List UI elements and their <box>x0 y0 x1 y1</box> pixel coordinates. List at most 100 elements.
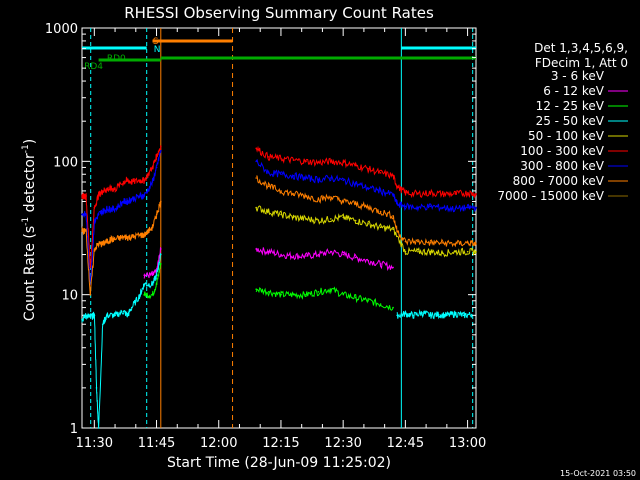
series-point-7 <box>417 240 419 243</box>
series-point-1 <box>255 248 257 250</box>
series-point-1 <box>367 259 369 262</box>
series-point-4 <box>267 210 270 213</box>
series-point-5 <box>101 190 104 192</box>
series-point-3 <box>126 314 129 317</box>
series-line-4 <box>255 205 477 258</box>
series-point-6 <box>93 221 96 223</box>
plot-frame <box>81 27 477 429</box>
series-point-5 <box>85 195 87 197</box>
series-point-6 <box>85 213 87 216</box>
series-point-6 <box>139 195 141 197</box>
series-point-6 <box>330 177 332 179</box>
series-point-2 <box>367 299 369 302</box>
series-point-5 <box>110 188 112 190</box>
series-point-3 <box>101 323 104 326</box>
series-point-6 <box>122 200 125 203</box>
chart-title: RHESSI Observing Summary Count Rates <box>124 4 434 22</box>
series-point-6 <box>354 182 357 185</box>
series-point-7 <box>93 248 96 250</box>
series-point-3 <box>81 318 83 321</box>
series-point-2 <box>354 296 357 299</box>
series-point-6 <box>367 187 369 189</box>
series-point-2 <box>255 288 257 290</box>
series-point-7 <box>404 240 407 243</box>
series-point-6 <box>392 194 394 196</box>
series-point-4 <box>454 250 457 253</box>
series-2 <box>143 262 394 311</box>
series-point-4 <box>255 206 257 209</box>
series-point-7 <box>305 195 307 197</box>
series-point-6 <box>155 166 158 169</box>
series-point-3 <box>122 310 125 313</box>
series-point-2 <box>151 293 154 296</box>
series-point-7 <box>466 241 469 244</box>
series-point-4 <box>404 250 407 253</box>
series-point-6 <box>267 172 270 174</box>
series-point-2 <box>292 293 295 296</box>
series-point-4 <box>280 213 282 216</box>
series-point-0 <box>330 272 332 274</box>
series-point-6 <box>442 206 444 209</box>
series-point-6 <box>342 179 345 182</box>
series-point-5 <box>404 192 407 194</box>
footer-timestamp: 15-Oct-2021 03:50 <box>560 469 636 478</box>
series-point-5 <box>292 159 295 161</box>
series-point-7 <box>151 226 154 229</box>
series-point-7 <box>85 230 87 232</box>
series-point-5 <box>155 155 158 157</box>
y-tick-label-2: 100 <box>53 155 78 170</box>
x-tick-label-1: 11:45 <box>138 436 175 451</box>
series-line-2 <box>255 286 394 311</box>
series-point-7 <box>97 243 100 245</box>
y-tick-label-1: 10 <box>61 289 78 304</box>
y-tick-label-0: 1 <box>70 422 78 437</box>
series-point-1 <box>143 274 146 276</box>
series-point-2 <box>267 291 270 293</box>
series-point-7 <box>442 241 444 244</box>
series-line-1 <box>255 247 394 272</box>
series-point-3 <box>143 283 146 285</box>
legend-label-5: 100 - 300 keV <box>520 144 604 158</box>
series-point-7 <box>155 213 158 216</box>
series-point-3 <box>151 283 154 285</box>
series-point-3 <box>93 314 96 317</box>
series-point-4 <box>379 226 382 229</box>
series-point-3 <box>85 314 87 317</box>
series-point-0 <box>280 263 282 265</box>
series-point-4 <box>305 218 307 220</box>
y-tick-label-3: 1000 <box>45 22 78 37</box>
series-line-6 <box>255 158 477 213</box>
series-point-7 <box>126 236 129 238</box>
series-point-2 <box>280 293 282 296</box>
series-point-5 <box>442 193 444 195</box>
series-point-5 <box>342 161 345 164</box>
series-point-5 <box>317 161 320 164</box>
series-point-3 <box>446 314 448 317</box>
series-point-3 <box>454 312 457 315</box>
series-point-3 <box>471 313 473 316</box>
series-5 <box>81 145 477 269</box>
series-point-3 <box>396 314 399 317</box>
series-point-5 <box>267 156 270 158</box>
legend-label-1: 6 - 12 keV <box>543 84 605 98</box>
series-point-4 <box>330 218 332 220</box>
legend-header-0: Det 1,3,4,5,6,9, <box>534 41 628 55</box>
series-point-6 <box>429 205 432 208</box>
series-point-2 <box>330 288 332 290</box>
series-point-1 <box>342 253 345 256</box>
annotation-s: S <box>153 37 159 47</box>
series-point-7 <box>130 236 133 238</box>
series-point-6 <box>130 198 133 200</box>
series-point-5 <box>392 174 394 177</box>
series-point-1 <box>292 255 295 257</box>
series-point-5 <box>151 166 154 169</box>
series-point-5 <box>475 193 477 195</box>
series-point-7 <box>81 230 83 232</box>
annotation-rd4: RD4 <box>84 62 103 72</box>
series-point-6 <box>396 203 399 205</box>
series-point-1 <box>280 253 282 256</box>
series-point-4 <box>417 250 419 253</box>
series-point-7 <box>429 241 432 244</box>
series-point-5 <box>106 188 108 190</box>
series-point-5 <box>114 188 116 190</box>
